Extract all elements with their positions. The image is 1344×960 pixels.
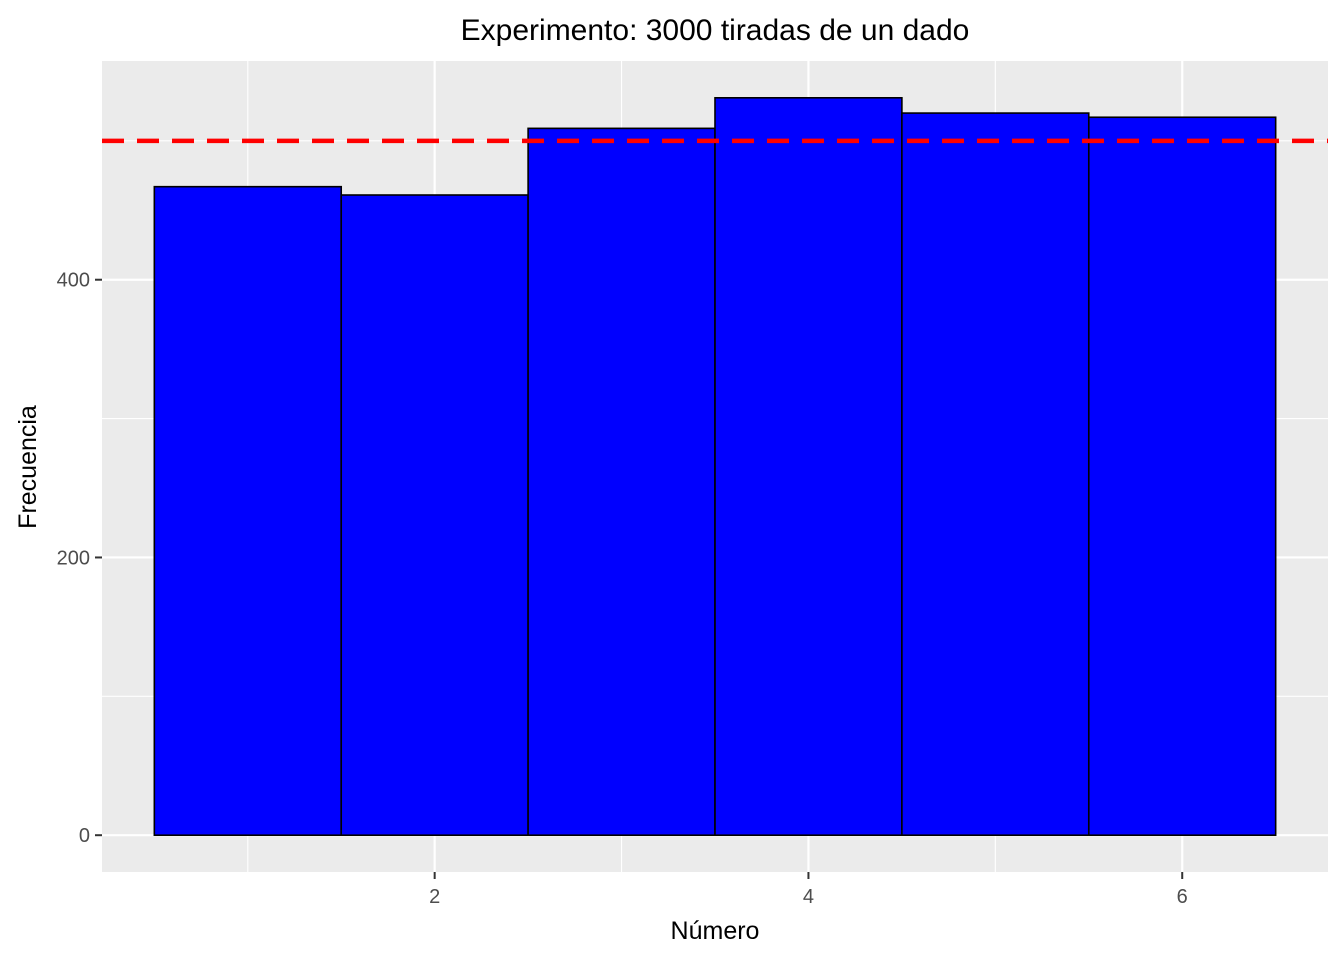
x-tick-label: 6 (1177, 886, 1188, 908)
bars (153, 97, 1277, 836)
bar-1 (153, 185, 343, 836)
bar-6 (1087, 116, 1277, 836)
y-tick-label: 400 (57, 270, 90, 292)
x-axis-title: Número (671, 917, 760, 945)
x-tick-label: 2 (429, 886, 440, 908)
bar-4 (714, 97, 903, 836)
x-axis: 2 4 6 (429, 872, 1188, 908)
y-axis-title: Frecuencia (14, 405, 42, 529)
chart-title: Experimento: 3000 tiradas de un dado (461, 14, 970, 47)
bar-3 (527, 127, 716, 836)
bar-2 (340, 194, 529, 836)
x-tick-label: 4 (803, 886, 814, 908)
y-axis: 0 200 400 (57, 270, 102, 847)
bar-5 (901, 112, 1090, 836)
y-tick-label: 200 (57, 547, 90, 569)
y-tick-label: 0 (79, 825, 90, 847)
